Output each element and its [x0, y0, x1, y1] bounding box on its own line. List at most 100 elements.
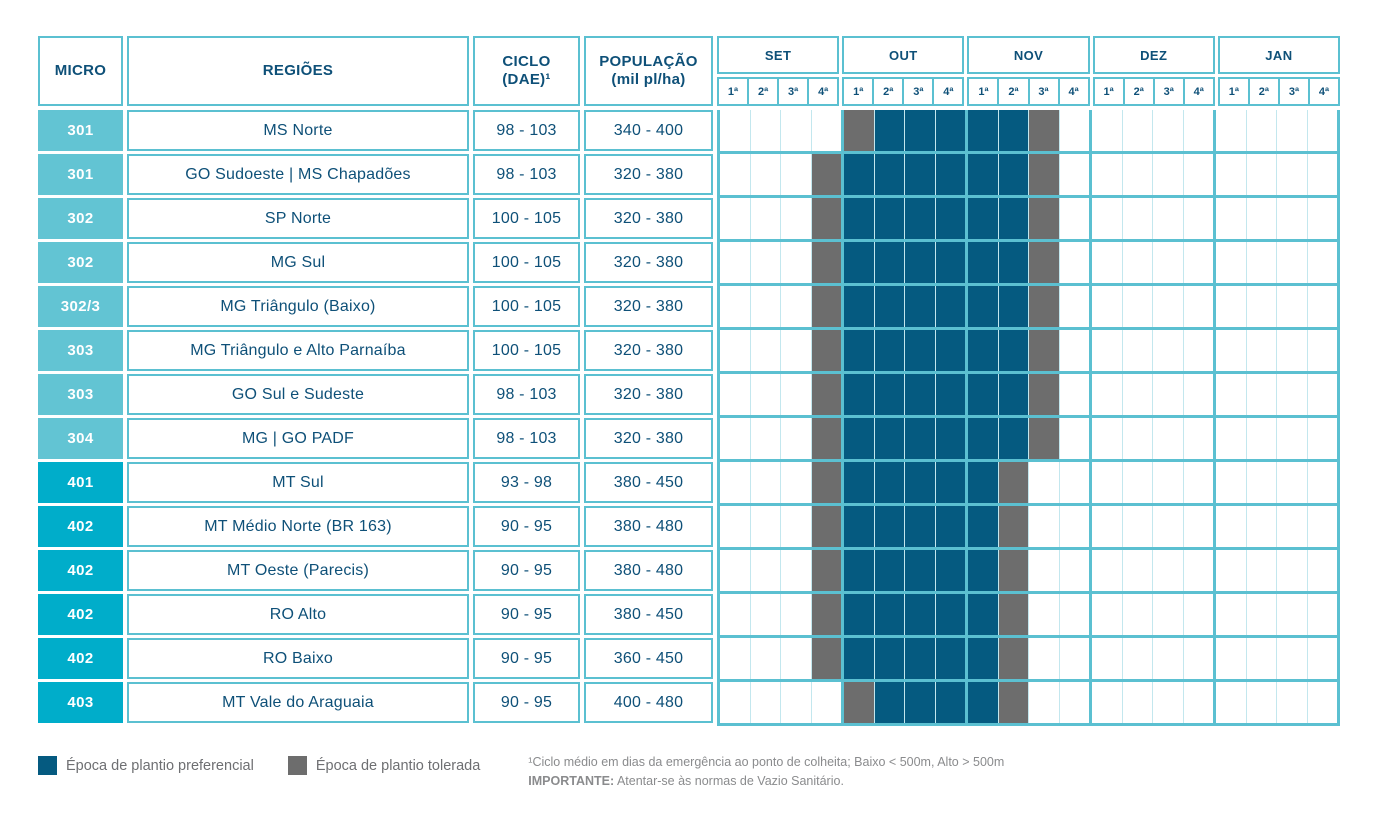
- cell-empty: [1058, 110, 1089, 151]
- cell-preferencial: [968, 418, 998, 459]
- cell-preferencial: [934, 682, 965, 723]
- cell-empty: [749, 374, 780, 415]
- row-weeks-strip: [717, 330, 1340, 374]
- month-cells-nov: [965, 462, 1089, 503]
- cell-empty: [1092, 198, 1122, 239]
- week-header-set-4: 4ª: [807, 79, 837, 104]
- cell-empty: [720, 154, 750, 195]
- cell-empty: [1306, 682, 1337, 723]
- cell-empty: [1276, 110, 1307, 151]
- header-populacao: POPULAÇÃO (mil pl/ha): [584, 36, 713, 106]
- ciclo-cell: 90 - 95: [473, 638, 580, 679]
- cell-tolerada: [1028, 198, 1059, 239]
- cell-preferencial: [997, 154, 1028, 195]
- cell-empty: [1152, 638, 1183, 679]
- cell-preferencial: [997, 286, 1028, 327]
- cell-empty: [1245, 154, 1276, 195]
- week-header-jan-2: 2ª: [1247, 79, 1278, 104]
- cell-empty: [1028, 638, 1059, 679]
- weeks-row: 1ª 2ª 3ª 4ª 1ª 2ª 3ª 4ª 1ª 2ª 3ª 4ª 1ª 2ª 3ª 4ª 1ª 2ª 3ª 4ª: [717, 77, 1341, 106]
- month-cells-dez: [1089, 242, 1213, 283]
- row-weeks-strip: [717, 462, 1340, 506]
- cell-tolerada: [1028, 110, 1059, 151]
- micro-cell: 402: [38, 638, 123, 679]
- month-cells-out: [841, 462, 965, 503]
- cell-empty: [1058, 462, 1089, 503]
- month-cells-set: [717, 242, 841, 283]
- cell-empty: [720, 550, 750, 591]
- cell-preferencial: [873, 594, 904, 635]
- footnotes: ¹Ciclo médio em dias da emergência ao po…: [528, 753, 1004, 791]
- month-cells-dez: [1089, 330, 1213, 371]
- row-weeks-strip: [717, 198, 1340, 242]
- cell-empty: [1216, 462, 1246, 503]
- cell-empty: [1058, 330, 1089, 371]
- cell-tolerada: [810, 330, 841, 371]
- cell-empty: [810, 682, 841, 723]
- cell-preferencial: [968, 682, 998, 723]
- month-cells-out: [841, 374, 965, 415]
- cell-empty: [749, 594, 780, 635]
- month-cells-dez: [1089, 594, 1213, 635]
- ciclo-cell: 90 - 95: [473, 594, 580, 635]
- row-weeks-strip: [717, 154, 1340, 198]
- cell-preferencial: [904, 286, 935, 327]
- cell-empty: [780, 242, 811, 283]
- populacao-cell: 320 - 380: [584, 374, 713, 415]
- month-cells-nov: [965, 330, 1089, 371]
- legend-swatch-tolerada: [287, 756, 307, 775]
- week-header-out-2: 2ª: [872, 79, 902, 104]
- cell-tolerada: [1028, 374, 1059, 415]
- cell-empty: [749, 198, 780, 239]
- cell-empty: [1152, 110, 1183, 151]
- header-micro-label: MICRO: [54, 62, 107, 79]
- micro-cell: 403: [38, 682, 123, 723]
- cell-tolerada: [810, 198, 841, 239]
- table-header-row: MICRO REGIÕES CICLO (DAE)¹ POPULAÇÃO (mi…: [38, 36, 1341, 106]
- month-cells-dez: [1089, 286, 1213, 327]
- populacao-cell: 340 - 400: [584, 110, 713, 151]
- cell-tolerada: [810, 506, 841, 547]
- month-header-out: OUT: [842, 36, 965, 74]
- cell-preferencial: [873, 638, 904, 679]
- populacao-cell: 380 - 480: [584, 550, 713, 591]
- important-text: Atentar-se às normas de Vazio Sanitário.: [614, 774, 844, 788]
- micro-cell: 402: [38, 506, 123, 547]
- cell-empty: [1152, 286, 1183, 327]
- week-header-jan-4: 4ª: [1307, 79, 1338, 104]
- cell-empty: [780, 638, 811, 679]
- ciclo-cell: 100 - 105: [473, 330, 580, 371]
- cell-empty: [749, 110, 780, 151]
- cell-empty: [1152, 594, 1183, 635]
- month-cells-set: [717, 638, 841, 679]
- ciclo-cell: 98 - 103: [473, 154, 580, 195]
- cell-preferencial: [873, 374, 904, 415]
- cell-empty: [1276, 374, 1307, 415]
- month-cells-out: [841, 242, 965, 283]
- cell-empty: [1058, 286, 1089, 327]
- cell-empty: [720, 462, 750, 503]
- month-cells-set: [717, 682, 841, 723]
- cell-empty: [1092, 550, 1122, 591]
- important-footnote: IMPORTANTE: Atentar-se às normas de Vazi…: [528, 772, 1004, 791]
- micro-cell: 303: [38, 330, 123, 371]
- month-cells-out: [841, 638, 965, 679]
- week-group-dez: 1ª 2ª 3ª 4ª: [1092, 77, 1215, 106]
- ciclo-cell: 93 - 98: [473, 462, 580, 503]
- cell-preferencial: [904, 550, 935, 591]
- months-header: SET OUT NOV DEZ JAN 1ª 2ª 3ª 4ª 1ª 2ª 3ª 4ª 1ª 2ª 3ª 4ª…: [717, 36, 1341, 106]
- month-cells-dez: [1089, 154, 1213, 195]
- cell-preferencial: [997, 110, 1028, 151]
- micro-cell: 302/3: [38, 286, 123, 327]
- cell-empty: [1152, 682, 1183, 723]
- cell-empty: [1276, 286, 1307, 327]
- week-header-out-1: 1ª: [853, 85, 864, 98]
- header-ciclo-line1: CICLO: [502, 53, 551, 70]
- cell-empty: [1182, 286, 1213, 327]
- cell-empty: [1092, 286, 1122, 327]
- cell-empty: [1182, 330, 1213, 371]
- cell-empty: [1306, 286, 1337, 327]
- table-row: 402 RO Baixo 90 - 95 360 - 450: [38, 638, 1340, 682]
- row-weeks-strip: [717, 506, 1340, 550]
- cell-preferencial: [997, 330, 1028, 371]
